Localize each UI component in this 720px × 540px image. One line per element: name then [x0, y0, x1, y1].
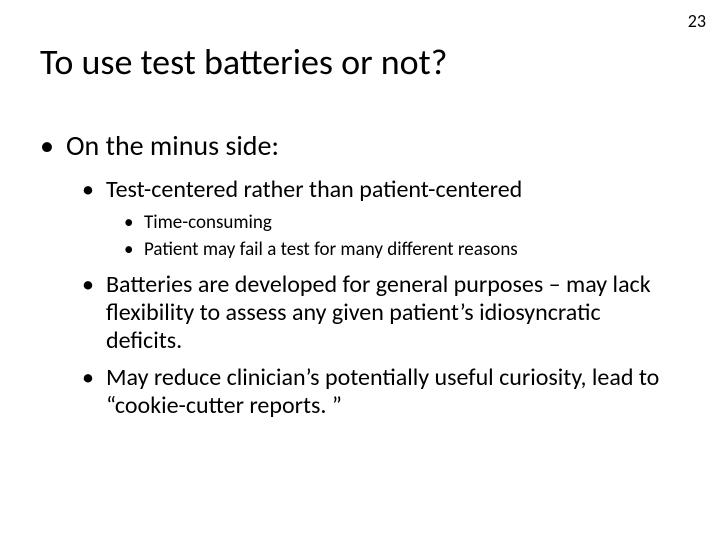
bullet-text: May reduce clinician’s potentially usefu… [106, 363, 659, 420]
list-item: May reduce clinician’s potentially usefu… [82, 364, 680, 419]
page-number: 23 [688, 10, 706, 32]
slide-body: On the minus side: Test-centered rather … [40, 130, 680, 433]
slide-title: To use test batteries or not? [40, 40, 447, 84]
list-item: Patient may fail a test for many differe… [124, 239, 680, 262]
bullet-text: Time-consuming [144, 211, 272, 234]
bullet-list-l2: Test-centered rather than patient-center… [66, 176, 680, 419]
bullet-text: Batteries are developed for general purp… [106, 270, 651, 354]
bullet-text: Patient may fail a test for many differe… [144, 238, 518, 261]
list-item: On the minus side: Test-centered rather … [40, 130, 680, 419]
bullet-text: Test-centered rather than patient-center… [106, 175, 522, 204]
bullet-text: On the minus side: [66, 128, 279, 163]
list-item: Test-centered rather than patient-center… [82, 176, 680, 261]
bullet-list-l3: Time-consuming Patient may fail a test f… [106, 212, 680, 262]
list-item: Batteries are developed for general purp… [82, 271, 680, 354]
slide: 23 To use test batteries or not? On the … [0, 0, 720, 540]
bullet-list-l1: On the minus side: Test-centered rather … [40, 130, 680, 419]
list-item: Time-consuming [124, 212, 680, 235]
